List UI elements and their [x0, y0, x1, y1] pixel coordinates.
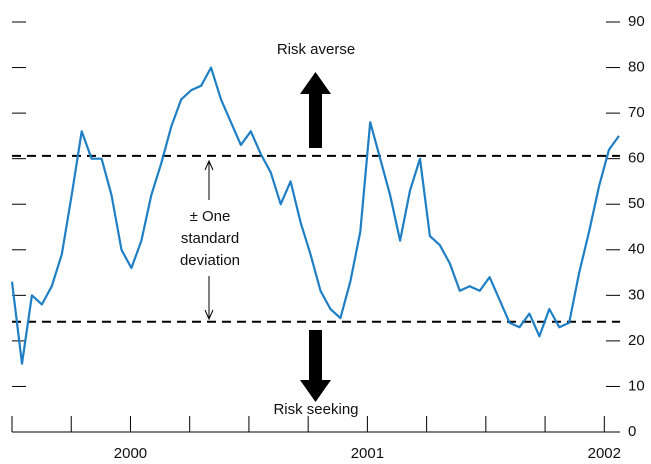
std-arrows	[204, 159, 214, 321]
y-tick-label: 60	[628, 150, 645, 167]
y-tick-label: 20	[628, 332, 645, 349]
x-tick-label: 2002	[588, 445, 621, 462]
y-tick-label: 0	[628, 423, 636, 440]
x-tick-label: 2001	[351, 445, 384, 462]
y-tick-label: 90	[628, 13, 645, 30]
annotation: deviation	[180, 252, 240, 269]
annotation: Risk averse	[277, 41, 355, 58]
y-tick-label: 70	[628, 104, 645, 121]
y-tick-label: 50	[628, 195, 645, 212]
annotation: Risk seeking	[273, 401, 358, 418]
y-tick-label: 40	[628, 241, 645, 258]
arrow-down	[300, 330, 331, 402]
y-tick-label: 30	[628, 286, 645, 303]
data-line	[10, 66, 620, 365]
annotation: standard	[181, 230, 239, 247]
y-tick-label: 80	[628, 59, 645, 76]
x-tick-label: 2000	[114, 445, 147, 462]
arrow-up	[300, 72, 331, 148]
annotation: ± One	[190, 208, 231, 225]
y-tick-label: 10	[628, 377, 645, 394]
